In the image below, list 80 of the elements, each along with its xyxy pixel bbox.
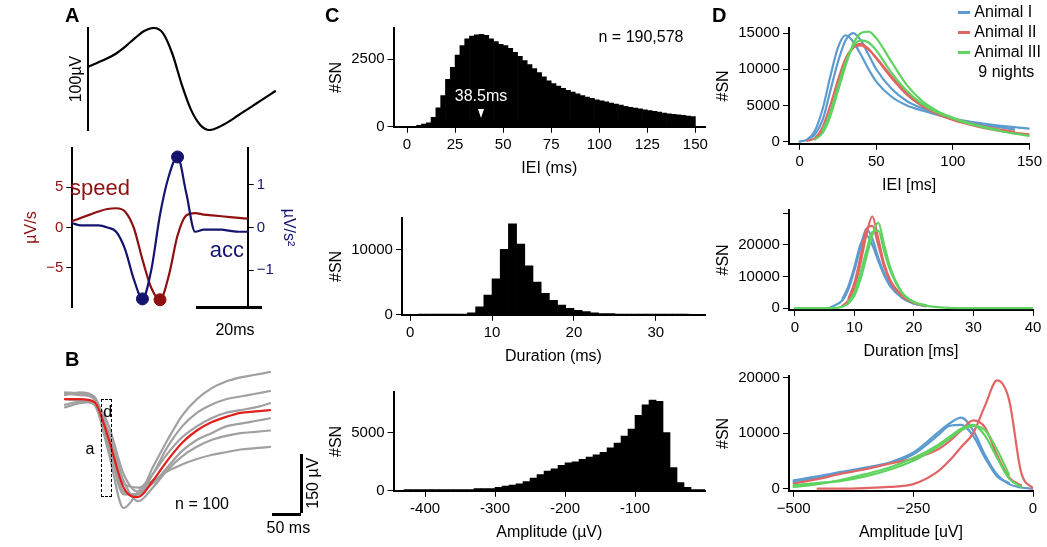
y-axis-title: #SN — [327, 61, 345, 93]
x-tick-label: 40 — [1024, 317, 1042, 335]
x-tick-label: 0 — [1028, 498, 1038, 516]
x-tick-label: 125 — [634, 134, 660, 152]
y-tick-label: 0 — [376, 480, 385, 498]
y-axis-title: #SN — [714, 70, 732, 102]
chart-title: D — [712, 3, 727, 26]
x-tick-label: 0 — [795, 151, 804, 169]
y-tick-label: 5000 — [351, 422, 385, 440]
y-tick-label: 20000 — [738, 234, 780, 252]
x-tick-label: 20 — [565, 322, 583, 340]
y-tick-label: 5 — [54, 177, 64, 195]
x-tick-label: 75 — [542, 134, 560, 152]
text: 20ms — [215, 321, 255, 339]
y-tick-label: 10000 — [738, 59, 780, 77]
x-tick-label: 10 — [846, 317, 863, 335]
x-tick-label: 30 — [965, 317, 982, 335]
y-tick-label: 0 — [54, 217, 64, 235]
y2-tick-label: 1 — [256, 174, 266, 192]
y-tick-label: 15000 — [738, 23, 780, 41]
text: 150 µV — [304, 457, 322, 509]
y-tick-label: 5000 — [746, 95, 780, 113]
annotation: a — [85, 440, 95, 458]
chart-title: A — [65, 3, 80, 26]
x-tick-label: 10 — [483, 322, 501, 340]
x-tick-label: 20 — [905, 317, 923, 335]
y-tick-label: 0 — [376, 116, 385, 134]
x-tick-label: 0 — [402, 134, 412, 152]
annotation: n = 100 — [175, 495, 230, 513]
y-tick-label: 20000 — [738, 367, 780, 385]
x-axis-title: Duration (ms) — [505, 346, 602, 364]
x-tick-label: -400 — [410, 498, 441, 516]
x-tick-label: 150 — [682, 134, 708, 152]
annotation: n = 190,578 — [598, 28, 684, 46]
y-tick-label: 0 — [384, 304, 393, 322]
y-axis-title: µV/s — [22, 211, 40, 244]
y-axis-title: #SN — [714, 417, 732, 449]
x-axis-title: Amplitude [uV] — [858, 522, 963, 540]
x-axis-title: Amplitude (µV) — [496, 522, 603, 540]
y-axis-title: #SN — [714, 244, 732, 276]
y-tick-label: 10000 — [351, 239, 393, 257]
x-tick-label: 0 — [790, 317, 800, 335]
x-tick-label: -100 — [620, 498, 651, 516]
x-axis-title: Duration [ms] — [863, 341, 959, 359]
annotation: 38.5ms — [454, 87, 508, 105]
y-axis-title: 100µV — [67, 55, 85, 103]
y-tick-label: 0 — [771, 478, 780, 496]
legend-label: Animal II — [974, 22, 1037, 42]
x-tick-label: -300 — [480, 498, 511, 516]
annotation: d — [103, 403, 113, 421]
x-tick-label: 100 — [586, 134, 612, 152]
x-tick-label: −500 — [776, 498, 811, 516]
chart-title: C — [325, 3, 340, 26]
x-tick-label: 0 — [405, 322, 415, 340]
x-tick-label: 150 — [1016, 151, 1042, 169]
legend-title: 9 nights — [977, 62, 1036, 82]
x-tick-label: 30 — [647, 322, 665, 340]
x-tick-label: 25 — [446, 134, 464, 152]
y-tick-label: 2500 — [351, 49, 385, 67]
y-axis-title: #SN — [327, 250, 345, 282]
x-tick-label: -200 — [550, 498, 581, 516]
x-axis-title: IEI (ms) — [521, 158, 578, 176]
x-tick-label: −250 — [896, 498, 931, 516]
y2-axis-title: µV/s² — [280, 208, 298, 247]
y-axis-title: #SN — [327, 425, 345, 457]
y-tick-label: −5 — [46, 257, 64, 275]
y-tick-label: 0 — [771, 298, 780, 316]
y2-tick-label: 0 — [256, 217, 266, 235]
legend-label: Animal I — [974, 2, 1033, 22]
x-tick-label: 50 — [494, 134, 512, 152]
legend-label: Animal III — [974, 42, 1041, 62]
y-tick-label: 10000 — [738, 266, 780, 284]
y-tick-label: 10000 — [738, 423, 780, 441]
y2-tick-label: −1 — [256, 260, 274, 278]
chart-title: B — [65, 347, 80, 370]
x-tick-label: 100 — [940, 151, 966, 169]
series-label: acc — [209, 236, 244, 262]
x-tick-label: 50 — [867, 151, 885, 169]
x-axis-title: IEI [ms] — [882, 175, 937, 193]
text: 50 ms — [266, 518, 311, 536]
